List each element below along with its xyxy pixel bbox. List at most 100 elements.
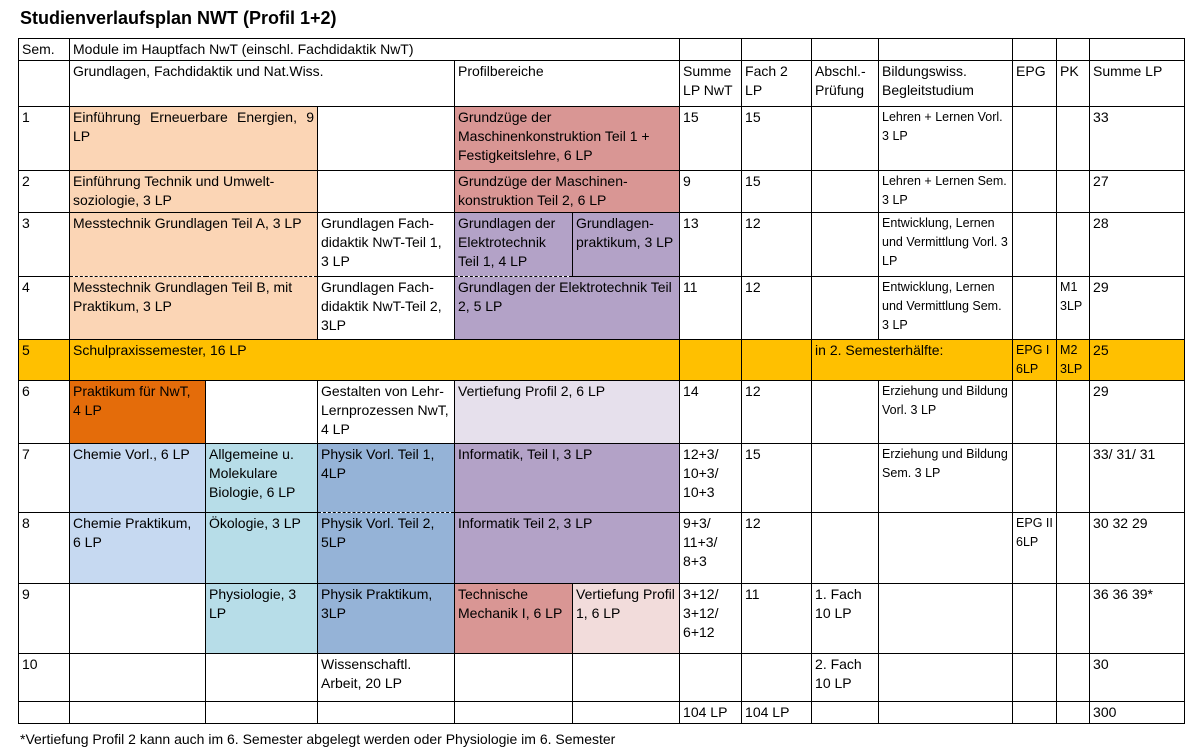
bildungswiss-cell: Lehren + Lernen Vorl. 3 LP <box>878 106 1014 171</box>
fach2-lp: 12 <box>741 212 813 277</box>
table-row: 4 Messtechnik Grundlagen Teil B, mit Pra… <box>18 276 1186 340</box>
module-cell: Messtechnik Grundlagen Teil B, mit Prakt… <box>69 276 318 340</box>
module-cell: Informatik, Teil I, 3 LP <box>453 443 681 513</box>
abschl-cell: 2. Fach 10 LP <box>811 653 880 702</box>
pk-cell: M2 3LP <box>1056 339 1091 381</box>
header-summe-lp: Summe LP <box>1089 60 1186 107</box>
module-cell: Grundlagen Fach­didaktik NwT-Teil 1, 3 L… <box>317 212 455 277</box>
module-cell: Schulpraxissemester, 16 LP <box>68 339 681 381</box>
sem-number: 3 <box>18 212 70 277</box>
sum-lp-nwt: 9 <box>679 170 743 213</box>
bildungswiss-cell: Lehren + Lernen Sem. 3 LP <box>878 170 1014 213</box>
bildungswiss-cell: Entwicklung, Lernen und Vermittlung Sem.… <box>878 276 1014 340</box>
module-cell: Gestalten von Lehr-Lernpro­zessen NwT, 4… <box>317 380 455 444</box>
sum-lp-nwt: 14 <box>679 380 743 444</box>
sum-lp: 27 <box>1089 170 1186 213</box>
module-cell: Grundzüge der Maschinen­konstruktion Tei… <box>453 170 681 213</box>
module-cell: Wissenschaftl. Arbeit, 20 LP <box>317 653 455 702</box>
sum-lp-nwt: 15 <box>679 106 743 171</box>
module-cell: Einführung Technik und Umwelt­soziologie… <box>69 170 318 213</box>
fach2-lp: 12 <box>741 276 813 340</box>
sem-number: 7 <box>18 443 70 513</box>
sem-number: 9 <box>18 583 70 654</box>
module-cell: Grundlagen der Elektrotechnik Teil 1, 4 … <box>454 212 573 277</box>
table-row: 3 Messtechnik Grundlagen Teil A, 3 LP Gr… <box>18 212 1186 277</box>
sem-number: 4 <box>18 276 70 340</box>
study-plan-table: Sem. Module im Hauptfach NwT (einschl. F… <box>18 38 1186 724</box>
fach2-lp: 15 <box>741 443 813 513</box>
sem-number: 2 <box>18 170 70 213</box>
sem-number: 5 <box>18 339 70 381</box>
page-title: Studienverlaufsplan NWT (Profil 1+2) <box>20 8 337 28</box>
header-fach2-lp: Fach 2 LP <box>741 60 813 107</box>
header-bildungswiss: Bildungswiss. Begleitstudium <box>878 60 1014 107</box>
table-row: 1 Einführung Erneuerbare Energien, 9 LP … <box>18 106 1186 171</box>
footnote: *Vertiefung Profil 2 kann auch im 6. Sem… <box>20 731 616 747</box>
module-cell: Grundlagen der Elektrotechnik Teil 2, 5 … <box>453 276 681 340</box>
header-grundlagen: Grundlagen, Fachdidaktik und Nat.Wiss. <box>69 60 455 107</box>
header-epg: EPG <box>1012 60 1058 107</box>
module-cell: Vertiefung Profil 2, 6 LP <box>453 380 681 444</box>
module-cell: Grundlagen­praktikum, 3 LP <box>571 212 681 277</box>
module-cell: Vertiefung Profil 1, 6 LP <box>571 583 681 654</box>
pk-cell: M1 3LP <box>1056 276 1091 340</box>
sum-lp: 33 <box>1089 106 1186 171</box>
sem-number: 8 <box>18 512 70 584</box>
module-cell: Einführung Erneuerbare Energien, 9 LP <box>69 106 318 171</box>
sum-lp: 25 <box>1089 339 1186 381</box>
header-abschl: Abschl.-Prüfung <box>811 60 880 107</box>
bildungswiss-cell: Erziehung und Bildung Sem. 3 LP <box>878 443 1014 513</box>
table-row: 2 Einführung Technik und Umwelt­soziolog… <box>18 170 1186 213</box>
abschl-cell: in 2. Semesterhälfte: <box>811 339 1014 381</box>
module-cell: Physiologie, 3 LP <box>205 583 318 654</box>
module-cell: Technische Mechanik I, 6 LP <box>454 583 573 654</box>
header-module: Module im Hauptfach NwT (einschl. Fachdi… <box>68 38 681 61</box>
sum-lp: 30 <box>1089 653 1186 702</box>
table-row: 6 Praktikum für NwT, 4 LP Gestalten von … <box>18 380 1186 444</box>
header-row: Sem. Module im Hauptfach NwT (einschl. F… <box>18 38 1186 61</box>
module-cell: Physik Vorl. Teil 2, 5LP <box>317 512 455 584</box>
header-sem: Sem. <box>18 38 70 61</box>
fach2-lp: 12 <box>741 380 813 444</box>
sum-lp: 29 <box>1089 380 1186 444</box>
table-row: 7 Chemie Vorl., 6 LP Allgemeine u. Molek… <box>18 443 1186 513</box>
epg-cell: EPG II 6LP <box>1012 512 1058 584</box>
abschl-cell: 1. Fach 10 LP <box>811 583 880 654</box>
sum-lp-total: 300 <box>1089 701 1186 724</box>
module-cell: Ökologie, 3 LP <box>205 512 318 584</box>
sum-lp-nwt: 9+3/ 11+3/ 8+3 <box>679 512 743 584</box>
sum-lp: 33/ 31/ 31 <box>1089 443 1186 513</box>
table-row: 5 Schulpraxissemester, 16 LP in 2. Semes… <box>18 339 1186 381</box>
fach2-lp: 11 <box>741 583 813 654</box>
module-cell: Physik Praktikum, 3LP <box>317 583 455 654</box>
sem-number: 6 <box>18 380 70 444</box>
table-row: 9 Physiologie, 3 LP Physik Praktikum, 3L… <box>18 583 1186 654</box>
sum-lp-nwt: 13 <box>679 212 743 277</box>
header-summe-lp-nwt: Summe LP NwT <box>679 60 743 107</box>
module-cell: Physik Vorl. Teil 1, 4LP <box>317 443 455 513</box>
header-pk: PK <box>1056 60 1091 107</box>
sum-row: 104 LP 104 LP 300 <box>18 701 1186 724</box>
module-cell: Praktikum für NwT, 4 LP <box>69 380 206 444</box>
module-cell: Messtechnik Grundlagen Teil A, 3 LP <box>69 212 318 277</box>
table-row: 8 Chemie Praktikum, 6 LP Ökologie, 3 LP … <box>18 512 1186 584</box>
module-cell: Informatik Teil 2, 3 LP <box>453 512 681 584</box>
fach2-lp: 15 <box>741 170 813 213</box>
sum-lp-nwt-total: 104 LP <box>679 701 743 724</box>
sum-lp: 29 <box>1089 276 1186 340</box>
module-cell: Grundlagen Fach­didaktik NwT-Teil 2, 3LP <box>317 276 455 340</box>
fach2-lp: 15 <box>741 106 813 171</box>
module-cell: Allgemeine u. Molekulare Biologie, 6 LP <box>205 443 318 513</box>
sem-number: 10 <box>18 653 70 702</box>
header-profilbereiche: Profilbereiche <box>453 60 681 107</box>
bildungswiss-cell: Erziehung und Bildung Vorl. 3 LP <box>878 380 1014 444</box>
module-cell: Chemie Vorl., 6 LP <box>69 443 206 513</box>
sum-lp-nwt: 12+3/ 10+3/ 10+3 <box>679 443 743 513</box>
epg-cell: EPG I 6LP <box>1012 339 1058 381</box>
fach2-lp-total: 104 LP <box>741 701 813 724</box>
table-row: 10 Wissenschaftl. Arbeit, 20 LP 2. Fach … <box>18 653 1186 702</box>
bildungswiss-cell: Entwicklung, Lernen und Vermittlung Vorl… <box>878 212 1014 277</box>
module-cell: Grundzüge der Maschinenkonstruktion Teil… <box>453 106 681 171</box>
sum-lp: 30 32 29 <box>1089 512 1186 584</box>
header-row: Grundlagen, Fachdidaktik und Nat.Wiss. P… <box>18 60 1186 107</box>
